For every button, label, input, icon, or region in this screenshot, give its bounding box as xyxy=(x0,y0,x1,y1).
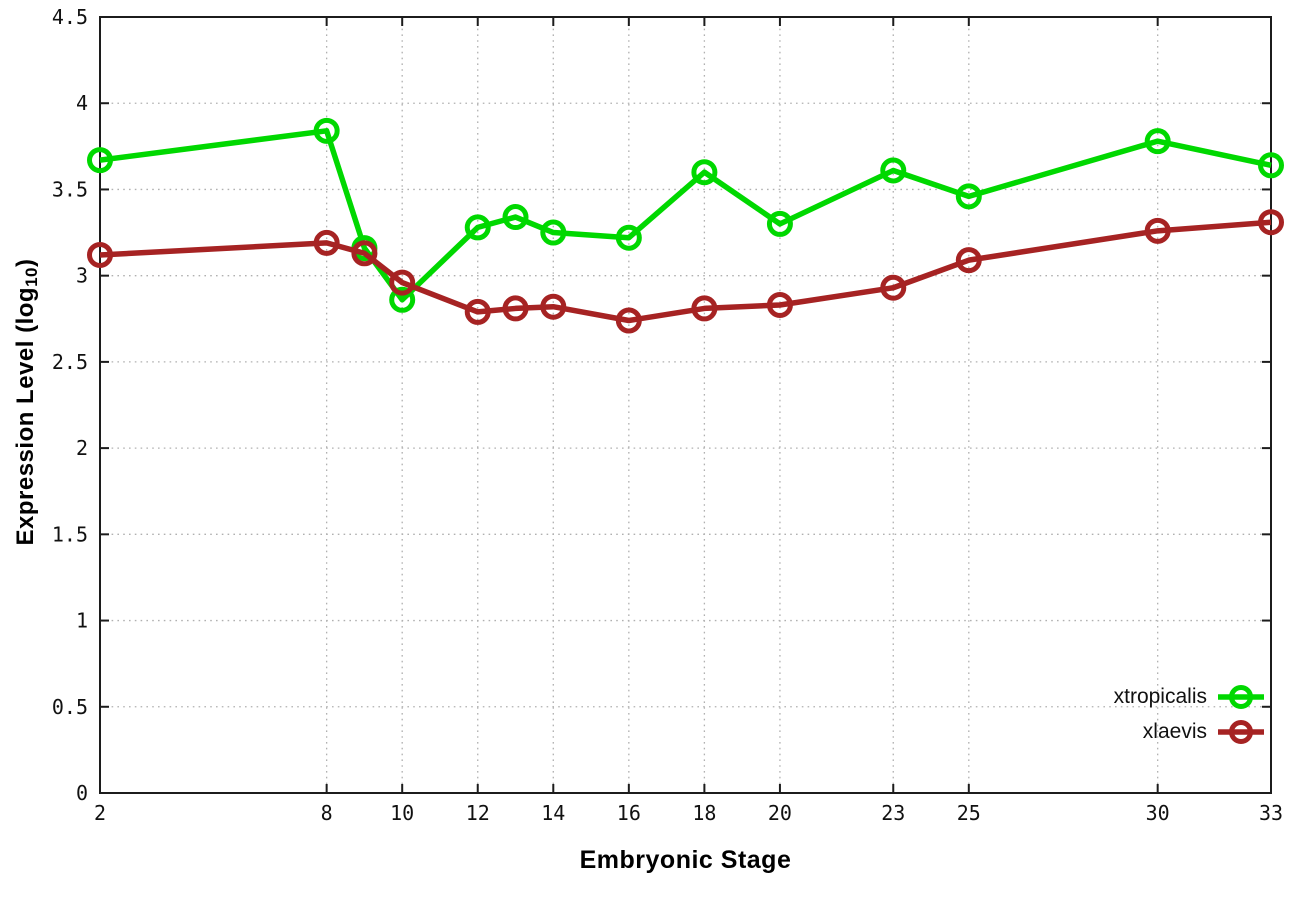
data-point-xlaevis xyxy=(766,291,793,318)
data-point-xlaevis xyxy=(1144,217,1171,244)
y-axis-title-text: Expression Level (log xyxy=(12,286,39,546)
data-point-xtropicalis xyxy=(766,210,793,237)
legend: xtropicalis xlaevis xyxy=(1114,679,1266,749)
data-point-xlaevis xyxy=(313,229,340,256)
y-axis-title-suffix: ) xyxy=(12,258,39,268)
legend-label: xtropicalis xyxy=(1113,684,1207,708)
legend-item-xlaevis: xlaevis xyxy=(1114,714,1266,749)
data-point-xlaevis xyxy=(615,307,642,334)
x-tick-label: 14 xyxy=(541,801,565,825)
y-tick-label: 4.5 xyxy=(52,5,88,29)
legend-label: xlaevis xyxy=(1142,719,1207,743)
data-point-xtropicalis xyxy=(502,204,529,231)
x-tick-label: 12 xyxy=(466,801,490,825)
data-point-xlaevis xyxy=(351,240,378,267)
data-point-xtropicalis xyxy=(540,219,567,246)
y-tick-label: 2.5 xyxy=(52,350,88,374)
data-point-xlaevis xyxy=(691,295,718,322)
x-tick-label: 20 xyxy=(768,801,792,825)
data-point-xtropicalis xyxy=(691,159,718,186)
data-point-xtropicalis xyxy=(955,183,982,210)
data-point-xlaevis xyxy=(389,269,416,296)
data-point-xtropicalis xyxy=(464,214,491,241)
x-axis-title: Embryonic Stage xyxy=(579,846,792,874)
x-tick-label: 30 xyxy=(1146,801,1170,825)
data-point-xlaevis xyxy=(540,293,567,320)
plot-border xyxy=(99,16,1272,794)
data-point-xtropicalis xyxy=(1144,128,1171,155)
data-point-xtropicalis xyxy=(313,117,340,144)
y-axis-title: Expression Level (log10) xyxy=(12,259,42,546)
x-tick-label: 2 xyxy=(94,801,106,825)
data-point-xlaevis xyxy=(87,241,113,268)
series-line-xlaevis xyxy=(99,219,1272,324)
data-point-xtropicalis xyxy=(389,286,416,313)
y-tick-label: 0.5 xyxy=(52,695,88,719)
x-tick-label: 10 xyxy=(390,801,414,825)
y-tick-label: 1 xyxy=(76,609,88,633)
x-tick-label: 8 xyxy=(321,801,333,825)
line-circle-marker-icon xyxy=(1218,684,1264,709)
y-tick-label: 2 xyxy=(76,436,88,460)
y-tick-label: 1.5 xyxy=(52,522,88,546)
data-point-xtropicalis xyxy=(87,147,113,174)
line-circle-marker-icon xyxy=(1218,719,1264,744)
data-point-xtropicalis xyxy=(880,157,907,184)
data-point-xtropicalis xyxy=(1258,152,1284,179)
x-tick-label: 23 xyxy=(881,801,905,825)
x-tick-label: 25 xyxy=(957,801,981,825)
y-tick-label: 3 xyxy=(76,264,88,288)
x-tick-label: 33 xyxy=(1259,801,1283,825)
x-tick-label: 18 xyxy=(692,801,716,825)
data-point-xtropicalis xyxy=(615,224,642,251)
data-point-xlaevis xyxy=(502,295,529,322)
y-axis-title-subscript: 10 xyxy=(22,267,41,287)
legend-item-xtropicalis: xtropicalis xyxy=(1114,679,1266,714)
y-tick-label: 0 xyxy=(76,781,88,805)
y-tick-label: 4 xyxy=(76,91,88,115)
y-tick-label: 3.5 xyxy=(52,177,88,201)
data-point-xlaevis xyxy=(955,247,982,274)
data-point-xlaevis xyxy=(880,274,907,301)
series-line-xtropicalis xyxy=(99,128,1272,303)
x-tick-label: 16 xyxy=(617,801,641,825)
data-point-xlaevis xyxy=(464,298,491,325)
data-point-xlaevis xyxy=(1258,209,1284,236)
